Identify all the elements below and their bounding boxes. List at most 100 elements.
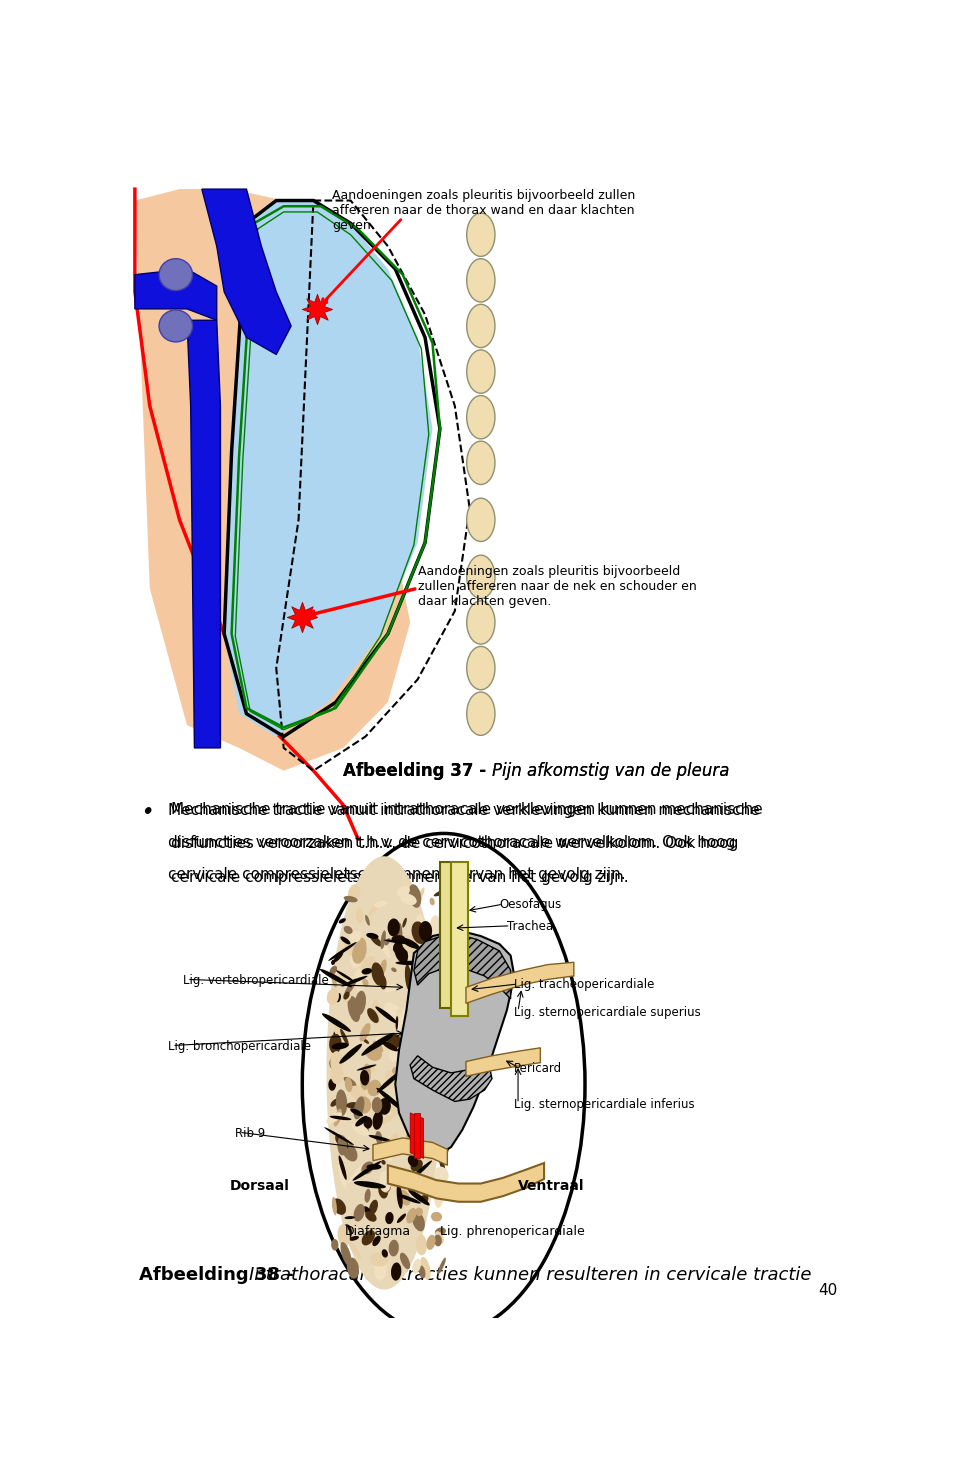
- Circle shape: [467, 601, 495, 644]
- Polygon shape: [410, 1112, 423, 1158]
- Polygon shape: [388, 1163, 544, 1201]
- Ellipse shape: [397, 1194, 420, 1204]
- Ellipse shape: [333, 1031, 342, 1037]
- Ellipse shape: [426, 1235, 436, 1250]
- Ellipse shape: [375, 1037, 389, 1044]
- Ellipse shape: [368, 1080, 381, 1096]
- Ellipse shape: [339, 1139, 349, 1155]
- Ellipse shape: [365, 915, 370, 926]
- Ellipse shape: [396, 1016, 398, 1029]
- Ellipse shape: [428, 1083, 437, 1091]
- Polygon shape: [466, 963, 574, 1003]
- Ellipse shape: [397, 1006, 407, 1029]
- Circle shape: [467, 692, 495, 736]
- Ellipse shape: [357, 1065, 376, 1071]
- Polygon shape: [466, 1049, 540, 1077]
- Ellipse shape: [351, 1123, 370, 1136]
- Text: Pericard: Pericard: [515, 1062, 563, 1075]
- Ellipse shape: [429, 961, 439, 982]
- Ellipse shape: [416, 914, 423, 930]
- Ellipse shape: [413, 1047, 424, 1069]
- Ellipse shape: [363, 1129, 369, 1134]
- Circle shape: [467, 441, 495, 484]
- Ellipse shape: [388, 918, 400, 936]
- Ellipse shape: [354, 969, 365, 992]
- Ellipse shape: [362, 979, 369, 986]
- Ellipse shape: [422, 1013, 431, 1029]
- Ellipse shape: [379, 960, 387, 976]
- Ellipse shape: [416, 1207, 423, 1216]
- Ellipse shape: [412, 1217, 426, 1225]
- Ellipse shape: [341, 1142, 357, 1161]
- Ellipse shape: [385, 1149, 392, 1161]
- Text: Rib 9: Rib 9: [235, 1127, 266, 1139]
- Ellipse shape: [341, 1225, 352, 1243]
- Text: Mechanische tractie vanuit intrathoracale verklevingen kunnen mechanische: Mechanische tractie vanuit intrathoracal…: [171, 801, 762, 816]
- Text: •: •: [141, 803, 153, 822]
- Ellipse shape: [360, 1063, 371, 1090]
- Ellipse shape: [429, 897, 435, 905]
- Ellipse shape: [159, 310, 193, 342]
- Text: Aandoeningen zoals pleuritis bijvoorbeeld
zullen affereren naar de nek en schoud: Aandoeningen zoals pleuritis bijvoorbeel…: [418, 566, 696, 609]
- Ellipse shape: [354, 991, 366, 1016]
- Ellipse shape: [434, 1235, 442, 1247]
- Ellipse shape: [389, 1240, 398, 1256]
- Ellipse shape: [438, 1257, 445, 1274]
- Ellipse shape: [419, 921, 432, 942]
- Ellipse shape: [365, 1189, 371, 1203]
- Ellipse shape: [418, 1040, 435, 1044]
- Ellipse shape: [372, 1000, 380, 1025]
- Ellipse shape: [424, 976, 430, 983]
- Ellipse shape: [378, 1182, 388, 1198]
- Ellipse shape: [331, 960, 335, 966]
- Text: Ventraal: Ventraal: [518, 1179, 585, 1194]
- Ellipse shape: [355, 908, 364, 924]
- Polygon shape: [225, 200, 432, 736]
- Ellipse shape: [367, 1009, 378, 1023]
- Polygon shape: [202, 190, 291, 354]
- Ellipse shape: [400, 1049, 414, 1066]
- Ellipse shape: [385, 1069, 395, 1086]
- Ellipse shape: [336, 970, 354, 982]
- Ellipse shape: [341, 936, 350, 945]
- Ellipse shape: [409, 884, 421, 908]
- Ellipse shape: [397, 1040, 434, 1050]
- Ellipse shape: [361, 1161, 374, 1174]
- Ellipse shape: [348, 932, 361, 945]
- Ellipse shape: [374, 900, 387, 908]
- Circle shape: [467, 646, 495, 690]
- Ellipse shape: [381, 1115, 393, 1124]
- Ellipse shape: [357, 1108, 364, 1124]
- Ellipse shape: [382, 1248, 388, 1257]
- Ellipse shape: [343, 1237, 346, 1244]
- Ellipse shape: [332, 1198, 346, 1214]
- Polygon shape: [372, 1137, 447, 1166]
- Ellipse shape: [436, 1136, 450, 1160]
- Ellipse shape: [435, 1231, 444, 1244]
- Ellipse shape: [396, 1213, 406, 1223]
- Ellipse shape: [341, 1243, 351, 1266]
- Ellipse shape: [413, 1259, 421, 1274]
- Ellipse shape: [379, 1170, 392, 1192]
- Ellipse shape: [335, 992, 341, 1003]
- Text: Pijn afkomstig van de pleura: Pijn afkomstig van de pleura: [492, 761, 730, 779]
- Polygon shape: [440, 862, 453, 1009]
- Ellipse shape: [385, 1133, 398, 1152]
- Ellipse shape: [339, 1044, 362, 1063]
- Polygon shape: [396, 930, 515, 1157]
- Ellipse shape: [385, 937, 391, 945]
- Ellipse shape: [338, 1163, 347, 1188]
- Ellipse shape: [345, 1216, 355, 1219]
- Ellipse shape: [355, 1115, 368, 1127]
- Ellipse shape: [345, 1077, 352, 1091]
- Ellipse shape: [330, 969, 337, 988]
- Ellipse shape: [347, 1257, 359, 1278]
- Ellipse shape: [400, 893, 417, 905]
- Ellipse shape: [382, 1041, 398, 1052]
- Text: Trachea: Trachea: [507, 920, 553, 933]
- Ellipse shape: [440, 1115, 444, 1133]
- Ellipse shape: [428, 1052, 441, 1077]
- Ellipse shape: [337, 1136, 348, 1155]
- Circle shape: [467, 395, 495, 438]
- Polygon shape: [134, 270, 217, 320]
